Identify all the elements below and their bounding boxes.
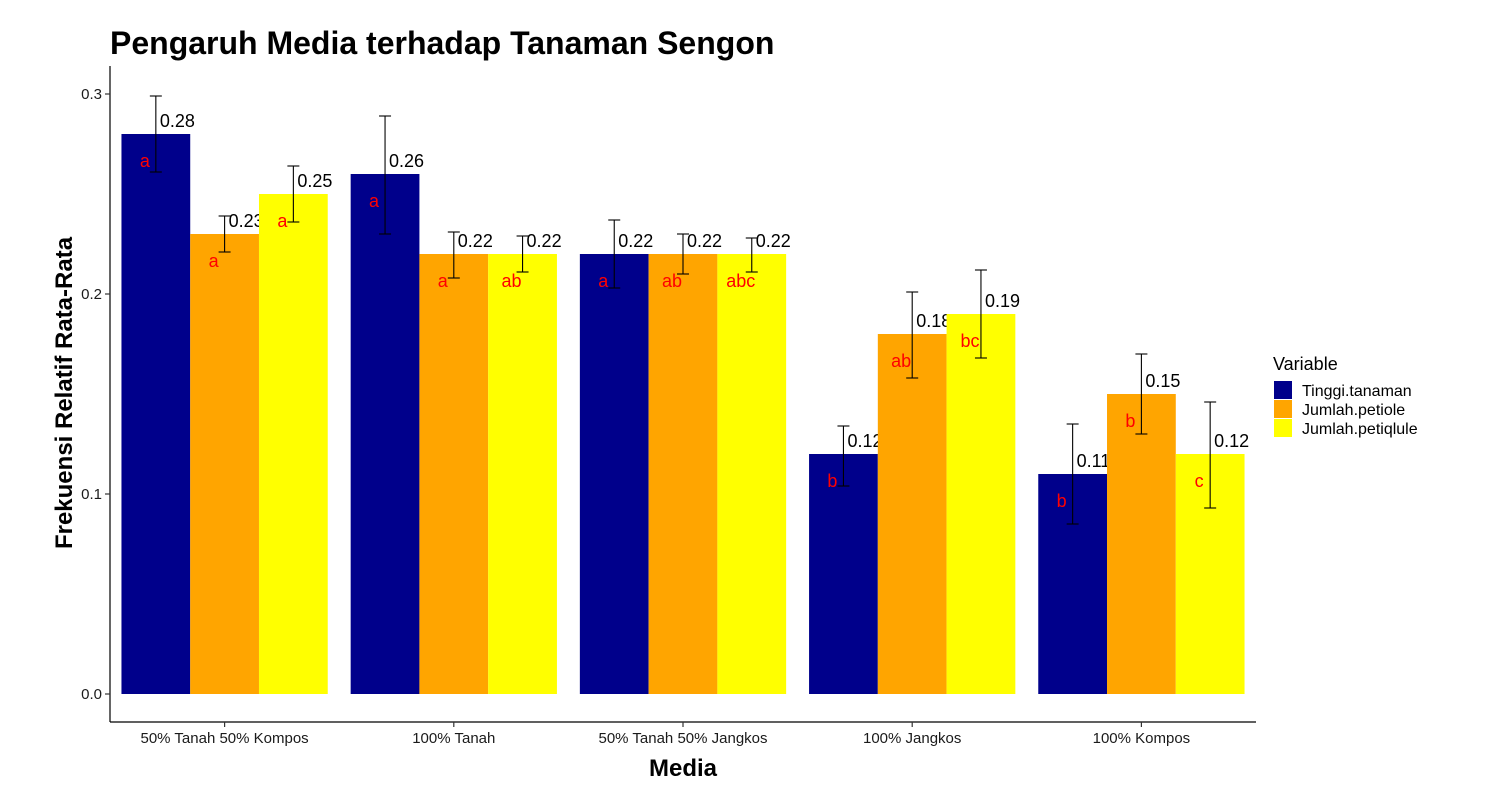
bar [121, 134, 191, 694]
error-bar [974, 269, 987, 359]
error-bar [608, 219, 621, 289]
error-bar [447, 231, 460, 279]
significance-letter: a [598, 271, 609, 291]
data-label: 0.28 [160, 111, 195, 131]
error-bar [1204, 401, 1217, 509]
data-label: 0.15 [1145, 371, 1180, 391]
plot-area: 0.0 0.1 0.2 0.3 50% Tanah 50% Kompos 0.28 a 0.2… [81, 66, 1256, 747]
data-label: 0.18 [916, 311, 951, 331]
significance-letter: abc [726, 271, 755, 291]
legend-label: Jumlah.petiqlule [1302, 421, 1418, 438]
data-label: 0.22 [618, 231, 653, 251]
y-tick-label: 0.2 [81, 286, 102, 303]
significance-letter: b [1057, 491, 1067, 511]
bar [258, 194, 328, 694]
significance-letter: a [438, 271, 449, 291]
x-tick-label: 50% Tanah 50% Kompos [141, 730, 309, 747]
bar [717, 254, 787, 694]
data-label: 0.12 [1214, 431, 1249, 451]
x-tick-label: 100% Tanah [412, 730, 495, 747]
legend-swatch [1274, 400, 1292, 418]
data-label: 0.25 [297, 171, 332, 191]
significance-letter: b [827, 471, 837, 491]
x-axis-title: Media [649, 755, 718, 782]
legend-swatch [1274, 419, 1292, 437]
error-bar [745, 237, 758, 273]
significance-letter: a [140, 151, 151, 171]
bar [350, 174, 420, 694]
data-label: 0.23 [229, 211, 264, 231]
bar [877, 334, 947, 694]
data-label: 0.22 [756, 231, 791, 251]
bar [419, 254, 489, 694]
data-label: 0.26 [389, 151, 424, 171]
error-bar [379, 115, 392, 235]
bar [1107, 394, 1176, 694]
y-axis-title: Frekuensi Relatif Rata-Rata [51, 236, 78, 549]
y-tick-label: 0.3 [81, 86, 102, 103]
data-label: 0.19 [985, 291, 1020, 311]
x-tick-label: 100% Kompos [1093, 730, 1191, 747]
significance-letter: ab [662, 271, 682, 291]
error-bar [1066, 423, 1079, 525]
x-tick-label: 100% Jangkos [863, 730, 961, 747]
data-label: 0.12 [847, 431, 882, 451]
y-tick-label: 0.1 [81, 486, 102, 503]
significance-letter: bc [960, 331, 979, 351]
legend: Variable Tinggi.tanaman Jumlah.petiole Jum… [1273, 354, 1418, 438]
chart-title: Pengaruh Media terhadap Tanaman Sengon [110, 25, 774, 61]
data-label: 0.11 [1077, 451, 1111, 471]
y-tick-label: 0.0 [81, 686, 102, 703]
error-bar [287, 165, 300, 223]
x-tick-label: 50% Tanah 50% Jangkos [598, 730, 767, 747]
significance-letter: b [1125, 411, 1135, 431]
legend-swatch [1274, 381, 1292, 399]
significance-letter: ab [502, 271, 522, 291]
data-label: 0.22 [527, 231, 562, 251]
significance-letter: c [1195, 471, 1204, 491]
legend-title: Variable [1273, 354, 1338, 374]
significance-letter: ab [891, 351, 911, 371]
error-bar [906, 291, 919, 379]
significance-letter: a [369, 191, 380, 211]
bar [946, 314, 1016, 694]
bar [648, 254, 718, 694]
legend-label: Jumlah.petiole [1302, 402, 1405, 419]
bar [488, 254, 557, 694]
error-bar [149, 95, 162, 173]
bar [809, 454, 878, 694]
data-label: 0.22 [687, 231, 722, 251]
error-bar [1135, 353, 1148, 435]
significance-letter: a [277, 211, 288, 231]
error-bar [218, 215, 231, 253]
data-label: 0.22 [458, 231, 493, 251]
bar [579, 254, 649, 694]
significance-letter: a [209, 251, 220, 271]
error-bar [837, 425, 850, 487]
error-bar [516, 235, 529, 273]
bar [190, 234, 259, 694]
error-bar [677, 233, 689, 275]
legend-label: Tinggi.tanaman [1302, 383, 1412, 400]
